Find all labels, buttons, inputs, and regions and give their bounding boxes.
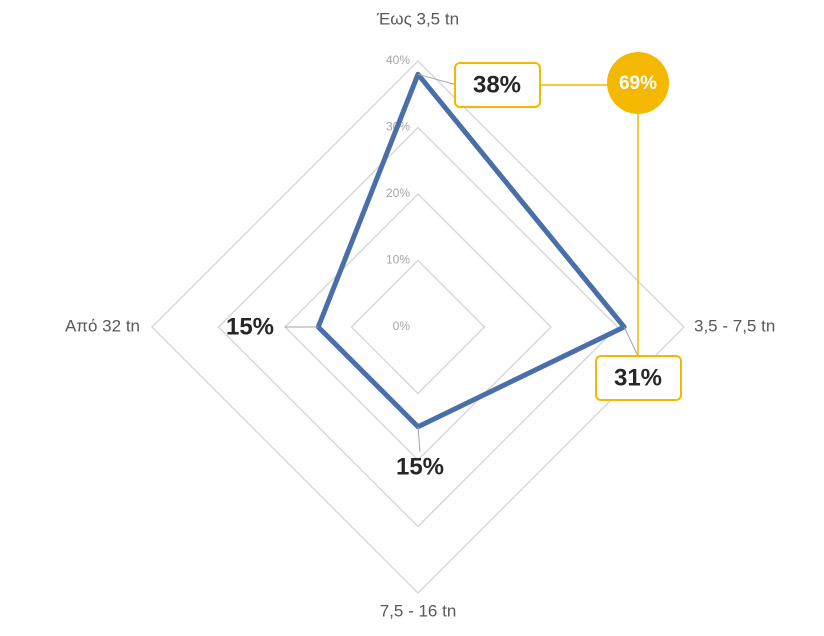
- data-line: [315, 71, 627, 430]
- leader-line: [417, 426, 421, 453]
- category-label: Έως 3,5 tn: [376, 9, 459, 28]
- category-label: 3,5 - 7,5 tn: [694, 316, 775, 335]
- value-label: 31%: [614, 364, 662, 391]
- annotation: 69%: [619, 73, 657, 94]
- annotation-bubble: [607, 52, 669, 114]
- grid-ring: [350, 259, 486, 395]
- tick-label: 10%: [386, 253, 410, 267]
- grid-ring: [217, 126, 619, 528]
- tick-label: 0%: [393, 319, 411, 333]
- grid-ring: [150, 59, 686, 595]
- leader-line: [623, 326, 639, 357]
- category-label: 7,5 - 16 tn: [380, 601, 457, 620]
- grid-ring: [283, 192, 553, 462]
- value-label: 15%: [396, 453, 444, 480]
- value-label: 15%: [226, 313, 274, 340]
- value-label: 38%: [473, 71, 521, 98]
- category-label: Από 32 tn: [65, 316, 140, 335]
- tick-label: 20%: [386, 186, 410, 200]
- leader-line: [417, 73, 458, 86]
- tick-label: 40%: [386, 53, 410, 67]
